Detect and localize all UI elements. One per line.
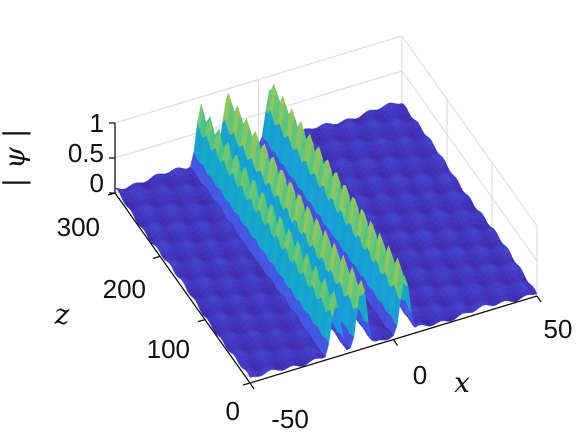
y-axis-label: z <box>54 298 70 331</box>
z-tick-label: 1 <box>90 108 104 138</box>
x-tick-mark <box>536 295 542 303</box>
y-tick-label: 100 <box>147 334 190 364</box>
x-tick-mark <box>392 339 399 346</box>
y-tick-label: 300 <box>57 212 100 242</box>
y-tick-mark <box>242 382 251 386</box>
x-tick-label: 0 <box>413 360 427 390</box>
x-tick-mark <box>249 382 255 390</box>
y-tick-mark <box>152 255 161 259</box>
x-axis-label: x <box>454 366 470 399</box>
surface-patch <box>530 288 538 295</box>
z-axis-label: | ψ | <box>0 129 31 188</box>
surface-mesh <box>114 83 538 378</box>
z-tick-label: 0.5 <box>68 138 104 168</box>
y-axis-line <box>114 192 251 384</box>
y-tick-label: 0 <box>226 396 240 426</box>
y-tick-mark <box>197 319 206 323</box>
x-tick-label: 50 <box>544 314 573 344</box>
y-tick-label: 200 <box>103 274 146 304</box>
x-tick-label: -50 <box>271 404 309 434</box>
tick-marks <box>107 122 542 390</box>
grid-line <box>401 35 538 227</box>
z-tick-label: 0 <box>90 168 104 198</box>
grid-line <box>401 70 538 262</box>
